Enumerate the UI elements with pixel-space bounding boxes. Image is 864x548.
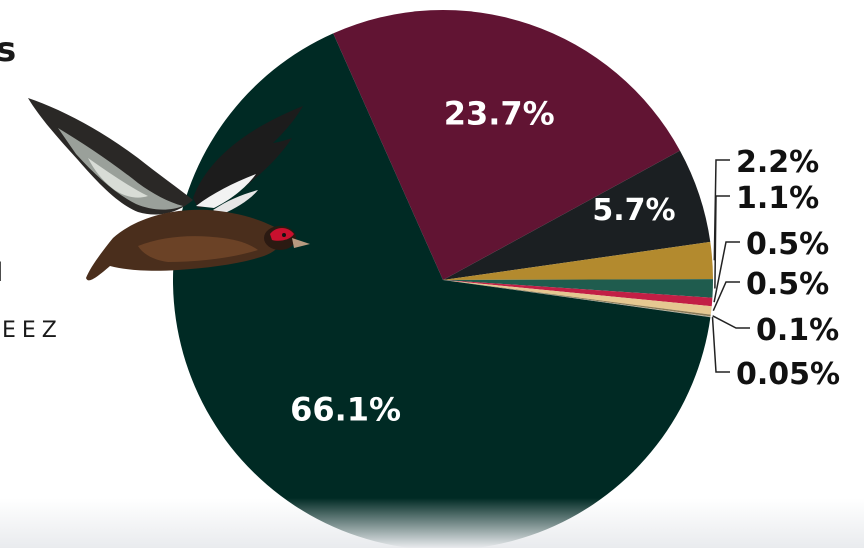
flying-duck-illustration	[28, 98, 310, 281]
pie-slice	[333, 9, 680, 281]
pie-slice	[443, 280, 713, 307]
pie-slice	[443, 280, 711, 317]
slice-label: 1.1%	[736, 181, 819, 216]
pie-slices	[173, 9, 714, 548]
leader-lines	[711, 159, 750, 373]
slice-label: 66.1%	[290, 390, 401, 428]
bottom-fade	[0, 498, 864, 548]
leader-line	[712, 281, 740, 312]
slice-label: 23.7%	[444, 95, 555, 133]
slice-label: 0.1%	[756, 313, 839, 348]
slice-label: 0.05%	[736, 357, 840, 392]
text-fragment-2: EEZ	[2, 318, 63, 343]
pie-slice	[173, 33, 711, 548]
slice-label: 0.5%	[746, 267, 829, 302]
leader-line	[713, 159, 730, 261]
slice-labels: 23.7% 5.7% 2.2%1.1% 0.5% 0.5% 0.1% 0.05% 66.1%	[290, 95, 840, 429]
slice-label: 2.2%	[736, 145, 819, 180]
pie-slice	[443, 280, 711, 318]
pie-slice	[443, 279, 714, 298]
leader-line	[713, 241, 740, 303]
pie-slice	[443, 241, 713, 280]
page-title-fragment: s	[0, 30, 17, 70]
slice-label: 0.5%	[746, 227, 829, 262]
leader-line	[712, 315, 750, 329]
leader-line	[714, 195, 730, 289]
slice-label: 5.7%	[592, 193, 675, 228]
pie-slice	[443, 280, 712, 315]
leader-line	[711, 317, 730, 373]
text-fragment-1: l	[0, 258, 3, 288]
pie-slice	[443, 150, 711, 280]
